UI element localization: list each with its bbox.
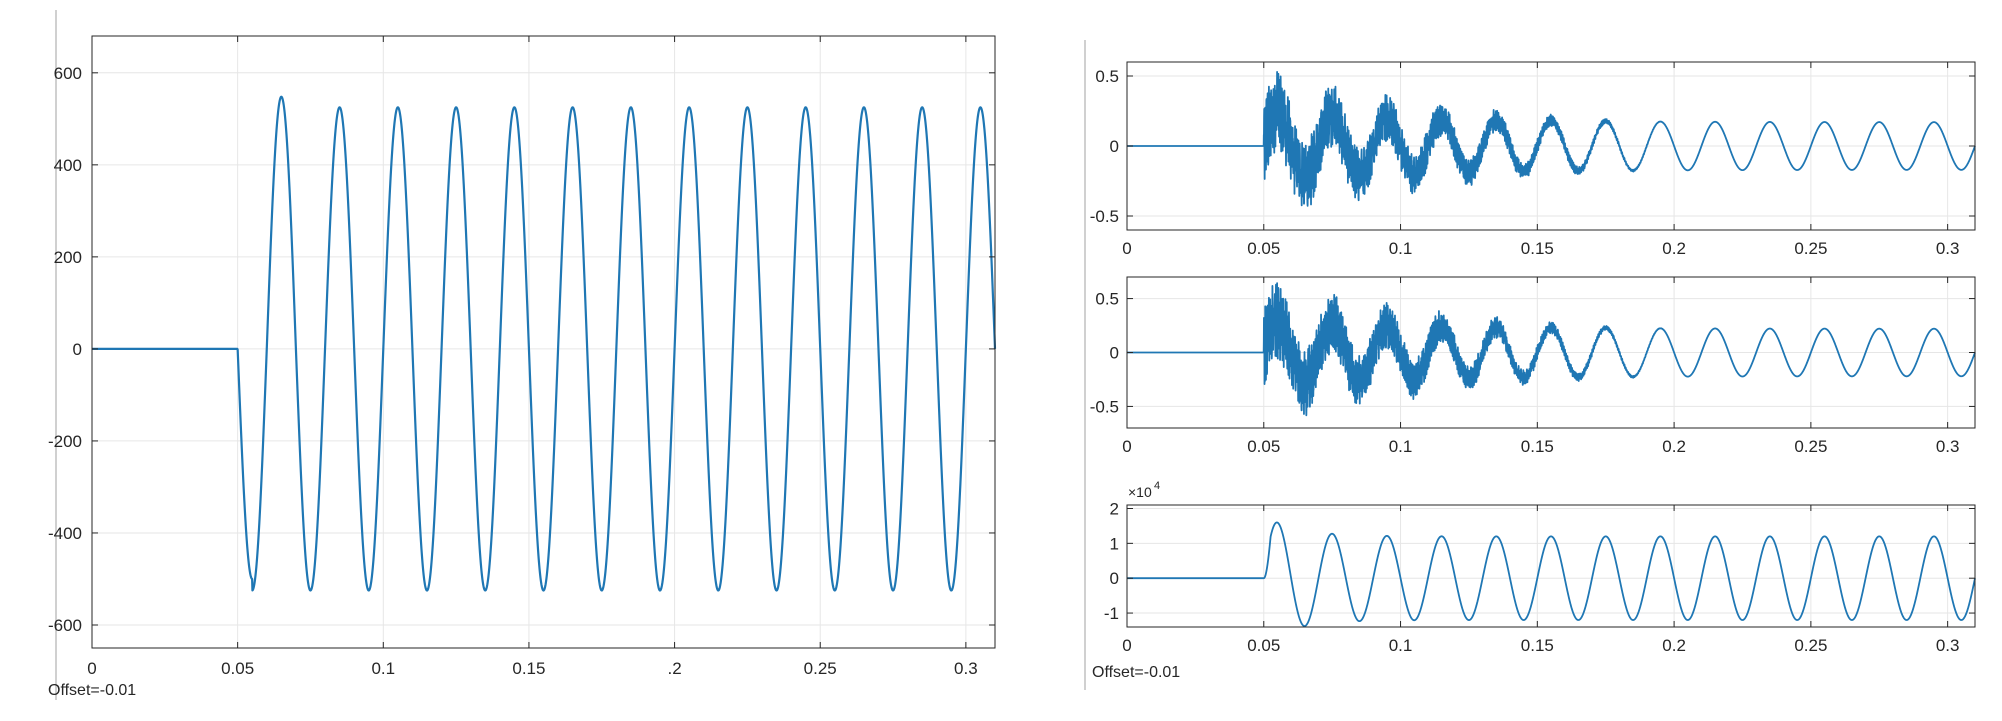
y-tick-label: 0 (1110, 344, 1119, 363)
y-tick-label: -0.5 (1090, 207, 1119, 226)
x-tick-label: 0.05 (221, 659, 254, 678)
y-tick-label: 400 (54, 156, 82, 175)
y-tick-label: 600 (54, 64, 82, 83)
x-tick-label: 0.25 (1794, 437, 1827, 456)
offset-label-right: Offset=-0.01 (1092, 664, 1180, 681)
x-tick-label: 0.3 (1936, 636, 1960, 655)
y-tick-label: 2 (1110, 499, 1119, 518)
y-tick-label: -600 (48, 616, 82, 635)
signal-trace (1126, 521, 1976, 627)
x-tick-label: 0 (1122, 636, 1131, 655)
current-plot-2: 0 0.05 0.1 0.15 0.2 0.25 0.3 -0.5 0 0.5 (1090, 276, 1976, 456)
y-tick-label: -400 (48, 524, 82, 543)
axes-area (1127, 505, 1975, 627)
x-tick-label: 0.15 (1521, 636, 1554, 655)
y-tick-label: -200 (48, 432, 82, 451)
y-tick-label: -1 (1104, 604, 1119, 623)
y-tick-label: 0 (1110, 569, 1119, 588)
x-tick-label: 0.2 (1662, 239, 1686, 258)
x-tick-label: 0.1 (371, 659, 395, 678)
axes-frame (91, 35, 996, 649)
x-tick-label: 0.15 (1521, 437, 1554, 456)
offset-label-left: Offset=-0.01 (48, 682, 136, 699)
x-tick-label: 0.3 (1936, 437, 1960, 456)
x-tick-label: 0.25 (804, 659, 837, 678)
x-tick-label: 0 (87, 659, 96, 678)
x-tick-label: 0.15 (512, 659, 545, 678)
y-tick-label: 0.5 (1095, 290, 1119, 309)
y-tick-label: 0 (1110, 137, 1119, 156)
x-tick-label: 0.1 (1389, 437, 1413, 456)
x-tick-label: 0.2 (1662, 636, 1686, 655)
x-tick-label: 0 (1122, 437, 1131, 456)
signal-trace (91, 95, 997, 592)
x-tick-label: 0.1 (1389, 636, 1413, 655)
y-tick-label: 1 (1110, 534, 1119, 553)
x-tick-label: 0 (1122, 239, 1131, 258)
y-exponent-label: ×10 4 (1128, 480, 1160, 500)
x-tick-label: 0.3 (1936, 239, 1960, 258)
x-tick-label: 0.25 (1794, 636, 1827, 655)
x-tick-label: 0.05 (1247, 636, 1280, 655)
x-tick-label: 0.3 (954, 659, 978, 678)
x-tick-label: 0.1 (1389, 239, 1413, 258)
axes-area (92, 36, 995, 648)
x-tick-label: 0.15 (1521, 239, 1554, 258)
x-tick-label: 0.05 (1247, 437, 1280, 456)
y-exponent-power: 4 (1154, 480, 1160, 492)
x-tick-label: 0.25 (1794, 239, 1827, 258)
x-tick-label: 0.2 (1662, 437, 1686, 456)
current-plot-1: 0 0.05 0.1 0.15 0.2 0.25 0.3-0.500.5 (1090, 61, 1976, 258)
y-tick-label: 0 (73, 340, 82, 359)
x-tick-label: 0.05 (1247, 239, 1280, 258)
signal-trace (1126, 282, 1976, 417)
signal-trace (1126, 70, 1976, 207)
axes-frame (1126, 504, 1976, 628)
large-voltage-plot: 0 0.05 0.1 0.15 .2 0.25 0.3 -600 -400 -200 0 200 400… (48, 35, 997, 678)
y-exponent-base: ×10 (1128, 484, 1152, 500)
x-tick-label: .2 (667, 659, 681, 678)
y-tick-label: 200 (54, 248, 82, 267)
y-tick-label: 0.5 (1095, 67, 1119, 86)
y-tick-label: -0.5 (1090, 397, 1119, 416)
